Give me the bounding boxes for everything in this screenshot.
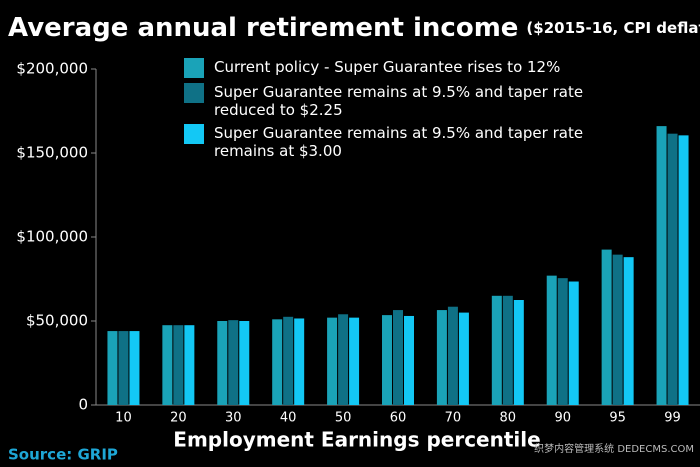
x-tick-label: 90 <box>554 411 571 426</box>
bar <box>568 281 579 405</box>
bar <box>513 300 524 405</box>
y-tick-label: 0 <box>78 396 88 414</box>
bar <box>228 320 239 405</box>
bar <box>107 331 118 405</box>
source: Source: GRIP <box>8 446 118 464</box>
bar <box>327 317 338 405</box>
bar <box>491 295 502 405</box>
y-tick-label: $150,000 <box>16 144 88 162</box>
x-tick-label: 99 <box>664 411 681 426</box>
bar <box>623 257 634 405</box>
bar <box>217 321 228 405</box>
bar <box>338 314 349 405</box>
legend: Current policy - Super Guarantee rises t… <box>184 58 604 165</box>
bar <box>272 319 283 405</box>
legend-label: Super Guarantee remains at 9.5% and tape… <box>214 124 584 160</box>
x-tick-label: 10 <box>115 411 132 426</box>
legend-swatch <box>184 58 204 78</box>
legend-swatch <box>184 83 204 103</box>
bar <box>667 133 678 405</box>
x-axis-title: Employment Earnings percentile <box>173 428 540 452</box>
x-tick-label: 70 <box>445 411 462 426</box>
bar <box>678 135 689 406</box>
legend-item: Current policy - Super Guarantee rises t… <box>184 58 604 78</box>
y-tick-label: $50,000 <box>26 312 88 330</box>
bar <box>184 325 195 405</box>
x-tick-label: 50 <box>335 411 352 426</box>
bar <box>294 318 305 405</box>
bar <box>129 331 140 405</box>
legend-swatch <box>184 124 204 144</box>
bar <box>382 315 392 405</box>
bar <box>458 312 469 405</box>
bar <box>546 275 557 405</box>
bar <box>283 316 294 405</box>
x-tick-label: 20 <box>170 411 187 426</box>
bar <box>502 295 513 405</box>
bar <box>612 254 623 405</box>
bar <box>404 315 414 405</box>
bar <box>447 306 458 405</box>
bar <box>393 310 403 405</box>
x-tick-label: 80 <box>500 411 517 426</box>
chart-title: Average annual retirement income <box>8 13 518 43</box>
bar <box>601 249 612 405</box>
legend-label: Super Guarantee remains at 9.5% and tape… <box>214 83 584 119</box>
bar <box>162 325 173 405</box>
bar <box>557 278 568 405</box>
bar <box>436 310 447 405</box>
bar <box>239 321 250 405</box>
x-tick-label: 30 <box>225 411 242 426</box>
y-tick-label: $200,000 <box>16 60 88 78</box>
chart-title-group: Average annual retirement income ($2015-1… <box>8 13 700 43</box>
x-tick-label: 95 <box>609 411 626 426</box>
legend-label: Current policy - Super Guarantee rises t… <box>214 58 561 76</box>
bar <box>349 317 360 405</box>
bar <box>656 126 667 406</box>
y-tick-label: $100,000 <box>16 228 88 246</box>
bar <box>173 325 184 405</box>
legend-item: Super Guarantee remains at 9.5% and tape… <box>184 124 604 160</box>
x-tick-label: 40 <box>280 411 297 426</box>
chart-subtitle: ($2015-16, CPI deflated) <box>526 19 700 37</box>
watermark: 织梦内容管理系统 DEDECMS.COM <box>534 442 694 455</box>
legend-item: Super Guarantee remains at 9.5% and tape… <box>184 83 604 119</box>
bar <box>118 331 129 405</box>
x-tick-label: 60 <box>390 411 407 426</box>
